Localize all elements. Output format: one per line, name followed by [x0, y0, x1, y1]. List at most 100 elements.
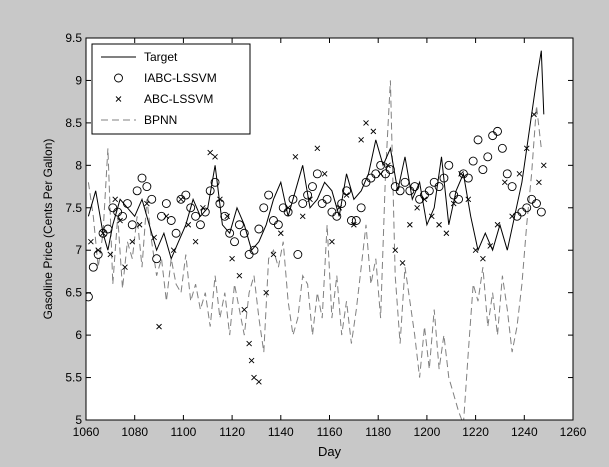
x-tick-label: 1060	[73, 425, 100, 439]
y-tick-label: 9.5	[65, 31, 82, 45]
marker-circle	[259, 203, 269, 213]
x-tick-label: 1260	[560, 425, 587, 439]
marker-x	[236, 272, 243, 279]
marker-x	[200, 204, 206, 211]
marker-x	[241, 306, 248, 313]
marker-x	[251, 374, 257, 381]
marker-circle	[493, 126, 502, 136]
marker-circle	[346, 216, 356, 225]
marker-circle	[225, 228, 235, 238]
marker-circle	[210, 177, 220, 187]
marker-circle	[137, 173, 147, 183]
legend-swatch-circle	[114, 73, 123, 83]
marker-x	[536, 179, 542, 186]
marker-circle	[434, 182, 444, 192]
legend-box	[91, 43, 251, 135]
marker-circle	[157, 211, 166, 221]
marker-circle	[507, 182, 517, 192]
marker-x	[122, 264, 128, 271]
x-tick-label: 1220	[462, 425, 489, 439]
marker-x	[363, 120, 369, 126]
y-tick-label: 9	[75, 73, 82, 87]
marker-x	[270, 251, 277, 258]
marker-x	[192, 238, 199, 245]
y-tick-label: 8	[75, 158, 82, 172]
series-group	[86, 50, 547, 420]
marker-circle	[351, 216, 361, 225]
marker-x	[156, 323, 162, 330]
marker-circle	[195, 220, 205, 230]
marker-circle	[88, 262, 98, 272]
marker-circle	[147, 194, 157, 204]
marker-circle	[478, 165, 488, 175]
marker-circle	[118, 211, 127, 221]
marker-circle	[293, 250, 303, 259]
marker-circle	[502, 169, 512, 179]
marker-circle	[200, 207, 210, 217]
marker-circle	[532, 199, 541, 208]
marker-circle	[308, 182, 317, 192]
marker-circle	[132, 186, 142, 196]
marker-circle	[288, 194, 298, 204]
marker-circle	[93, 250, 103, 259]
marker-x	[314, 145, 321, 152]
y-tick-label: 7.5	[65, 201, 82, 215]
marker-x	[136, 221, 143, 228]
marker-circle	[273, 220, 283, 230]
marker-circle	[376, 160, 386, 170]
x-tick-label: 1120	[219, 425, 245, 439]
marker-x	[516, 171, 523, 177]
marker-x	[299, 213, 306, 220]
marker-circle	[230, 237, 239, 247]
marker-circle	[127, 220, 137, 230]
marker-circle	[395, 186, 405, 196]
marker-circle	[424, 186, 434, 196]
marker-circle	[473, 135, 483, 145]
x-tick-label: 1140	[268, 425, 294, 439]
marker-x	[88, 238, 94, 245]
marker-circle	[536, 207, 546, 217]
marker-x	[480, 255, 486, 262]
y-axis-label: Gasoline Price (Cents Per Gallon)	[41, 139, 55, 320]
marker-circle	[186, 203, 196, 213]
marker-x	[399, 260, 406, 266]
marker-x	[502, 179, 508, 186]
y-tick-label: 6	[75, 328, 82, 342]
marker-circle	[234, 220, 244, 230]
marker-circle	[220, 211, 230, 221]
x-tick-label: 1200	[414, 425, 441, 439]
marker-x	[229, 255, 235, 262]
legend: Target IABC-LSSVM ABC-LSSVM BPNN	[91, 43, 251, 135]
marker-x	[277, 230, 284, 237]
marker-circle	[410, 182, 420, 192]
marker-circle	[497, 143, 507, 153]
series-line-bpnn	[87, 80, 542, 420]
marker-circle	[371, 169, 381, 179]
marker-x	[329, 238, 335, 245]
marker-x	[370, 128, 377, 135]
marker-x	[436, 221, 442, 228]
legend-label: Target	[144, 50, 178, 64]
marker-circle	[152, 254, 162, 264]
x-tick-label: 1080	[121, 425, 148, 439]
marker-x	[351, 221, 357, 228]
marker-x	[407, 221, 413, 228]
marker-circle	[522, 203, 532, 213]
marker-x	[246, 340, 252, 347]
marker-x	[129, 238, 136, 245]
marker-circle	[342, 186, 351, 196]
marker-x	[292, 154, 299, 160]
series-layer	[86, 50, 547, 420]
marker-circle	[254, 224, 264, 234]
legend-label: IABC-LSSVM	[144, 71, 217, 85]
marker-x	[377, 171, 384, 177]
marker-x	[263, 289, 270, 296]
y-tick-label: 6.5	[65, 286, 82, 300]
marker-circle	[264, 190, 274, 200]
marker-circle	[181, 190, 191, 200]
marker-circle	[298, 199, 308, 208]
marker-x	[107, 251, 114, 258]
y-tick-label: 5	[75, 413, 82, 427]
